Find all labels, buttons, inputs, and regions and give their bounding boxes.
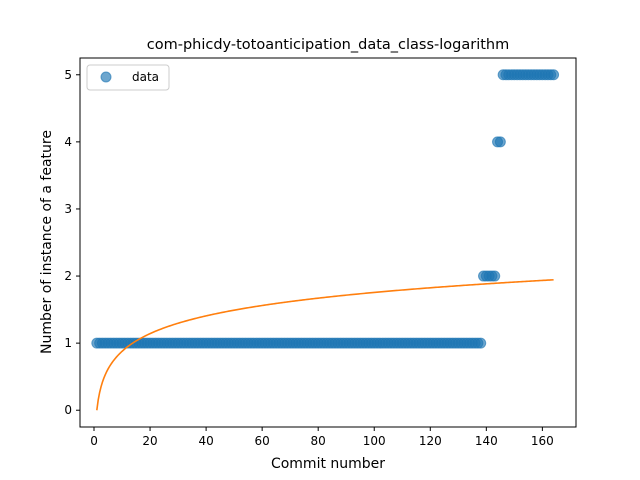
data-point bbox=[489, 270, 501, 282]
x-axis-title: Commit number bbox=[271, 456, 385, 472]
data-point bbox=[494, 136, 506, 148]
x-tick-label: 140 bbox=[475, 434, 498, 448]
legend-marker-data bbox=[100, 71, 112, 83]
plot-area bbox=[91, 69, 560, 411]
fit-line bbox=[96, 279, 554, 411]
x-axis: 0 20 40 60 80 100 120 140 160 bbox=[90, 427, 554, 448]
data-point bbox=[548, 69, 560, 81]
chart-title: com-phicdy-totoanticipation_data_class-l… bbox=[147, 37, 510, 53]
x-tick-label: 120 bbox=[419, 434, 442, 448]
plot-frame bbox=[79, 57, 577, 428]
y-tick-label: 0 bbox=[64, 403, 72, 417]
x-tick-label: 160 bbox=[531, 434, 554, 448]
legend-label-data: data bbox=[132, 70, 159, 84]
legend: data bbox=[86, 64, 170, 91]
y-axis-title: Number of instance of a feature bbox=[39, 130, 55, 354]
x-tick-label: 80 bbox=[311, 434, 326, 448]
y-tick-label: 1 bbox=[64, 336, 72, 350]
data-point bbox=[475, 337, 487, 349]
y-tick-label: 3 bbox=[64, 202, 72, 216]
y-tick-label: 5 bbox=[64, 68, 72, 82]
x-tick-label: 20 bbox=[142, 434, 157, 448]
x-tick-label: 40 bbox=[198, 434, 213, 448]
x-tick-label: 60 bbox=[255, 434, 270, 448]
y-tick-label: 4 bbox=[64, 135, 72, 149]
y-axis: 0 1 2 3 4 5 bbox=[64, 68, 80, 417]
legend-box bbox=[86, 64, 170, 91]
x-tick-label: 100 bbox=[363, 434, 386, 448]
y-tick-label: 2 bbox=[64, 269, 72, 283]
x-tick-label: 0 bbox=[90, 434, 98, 448]
